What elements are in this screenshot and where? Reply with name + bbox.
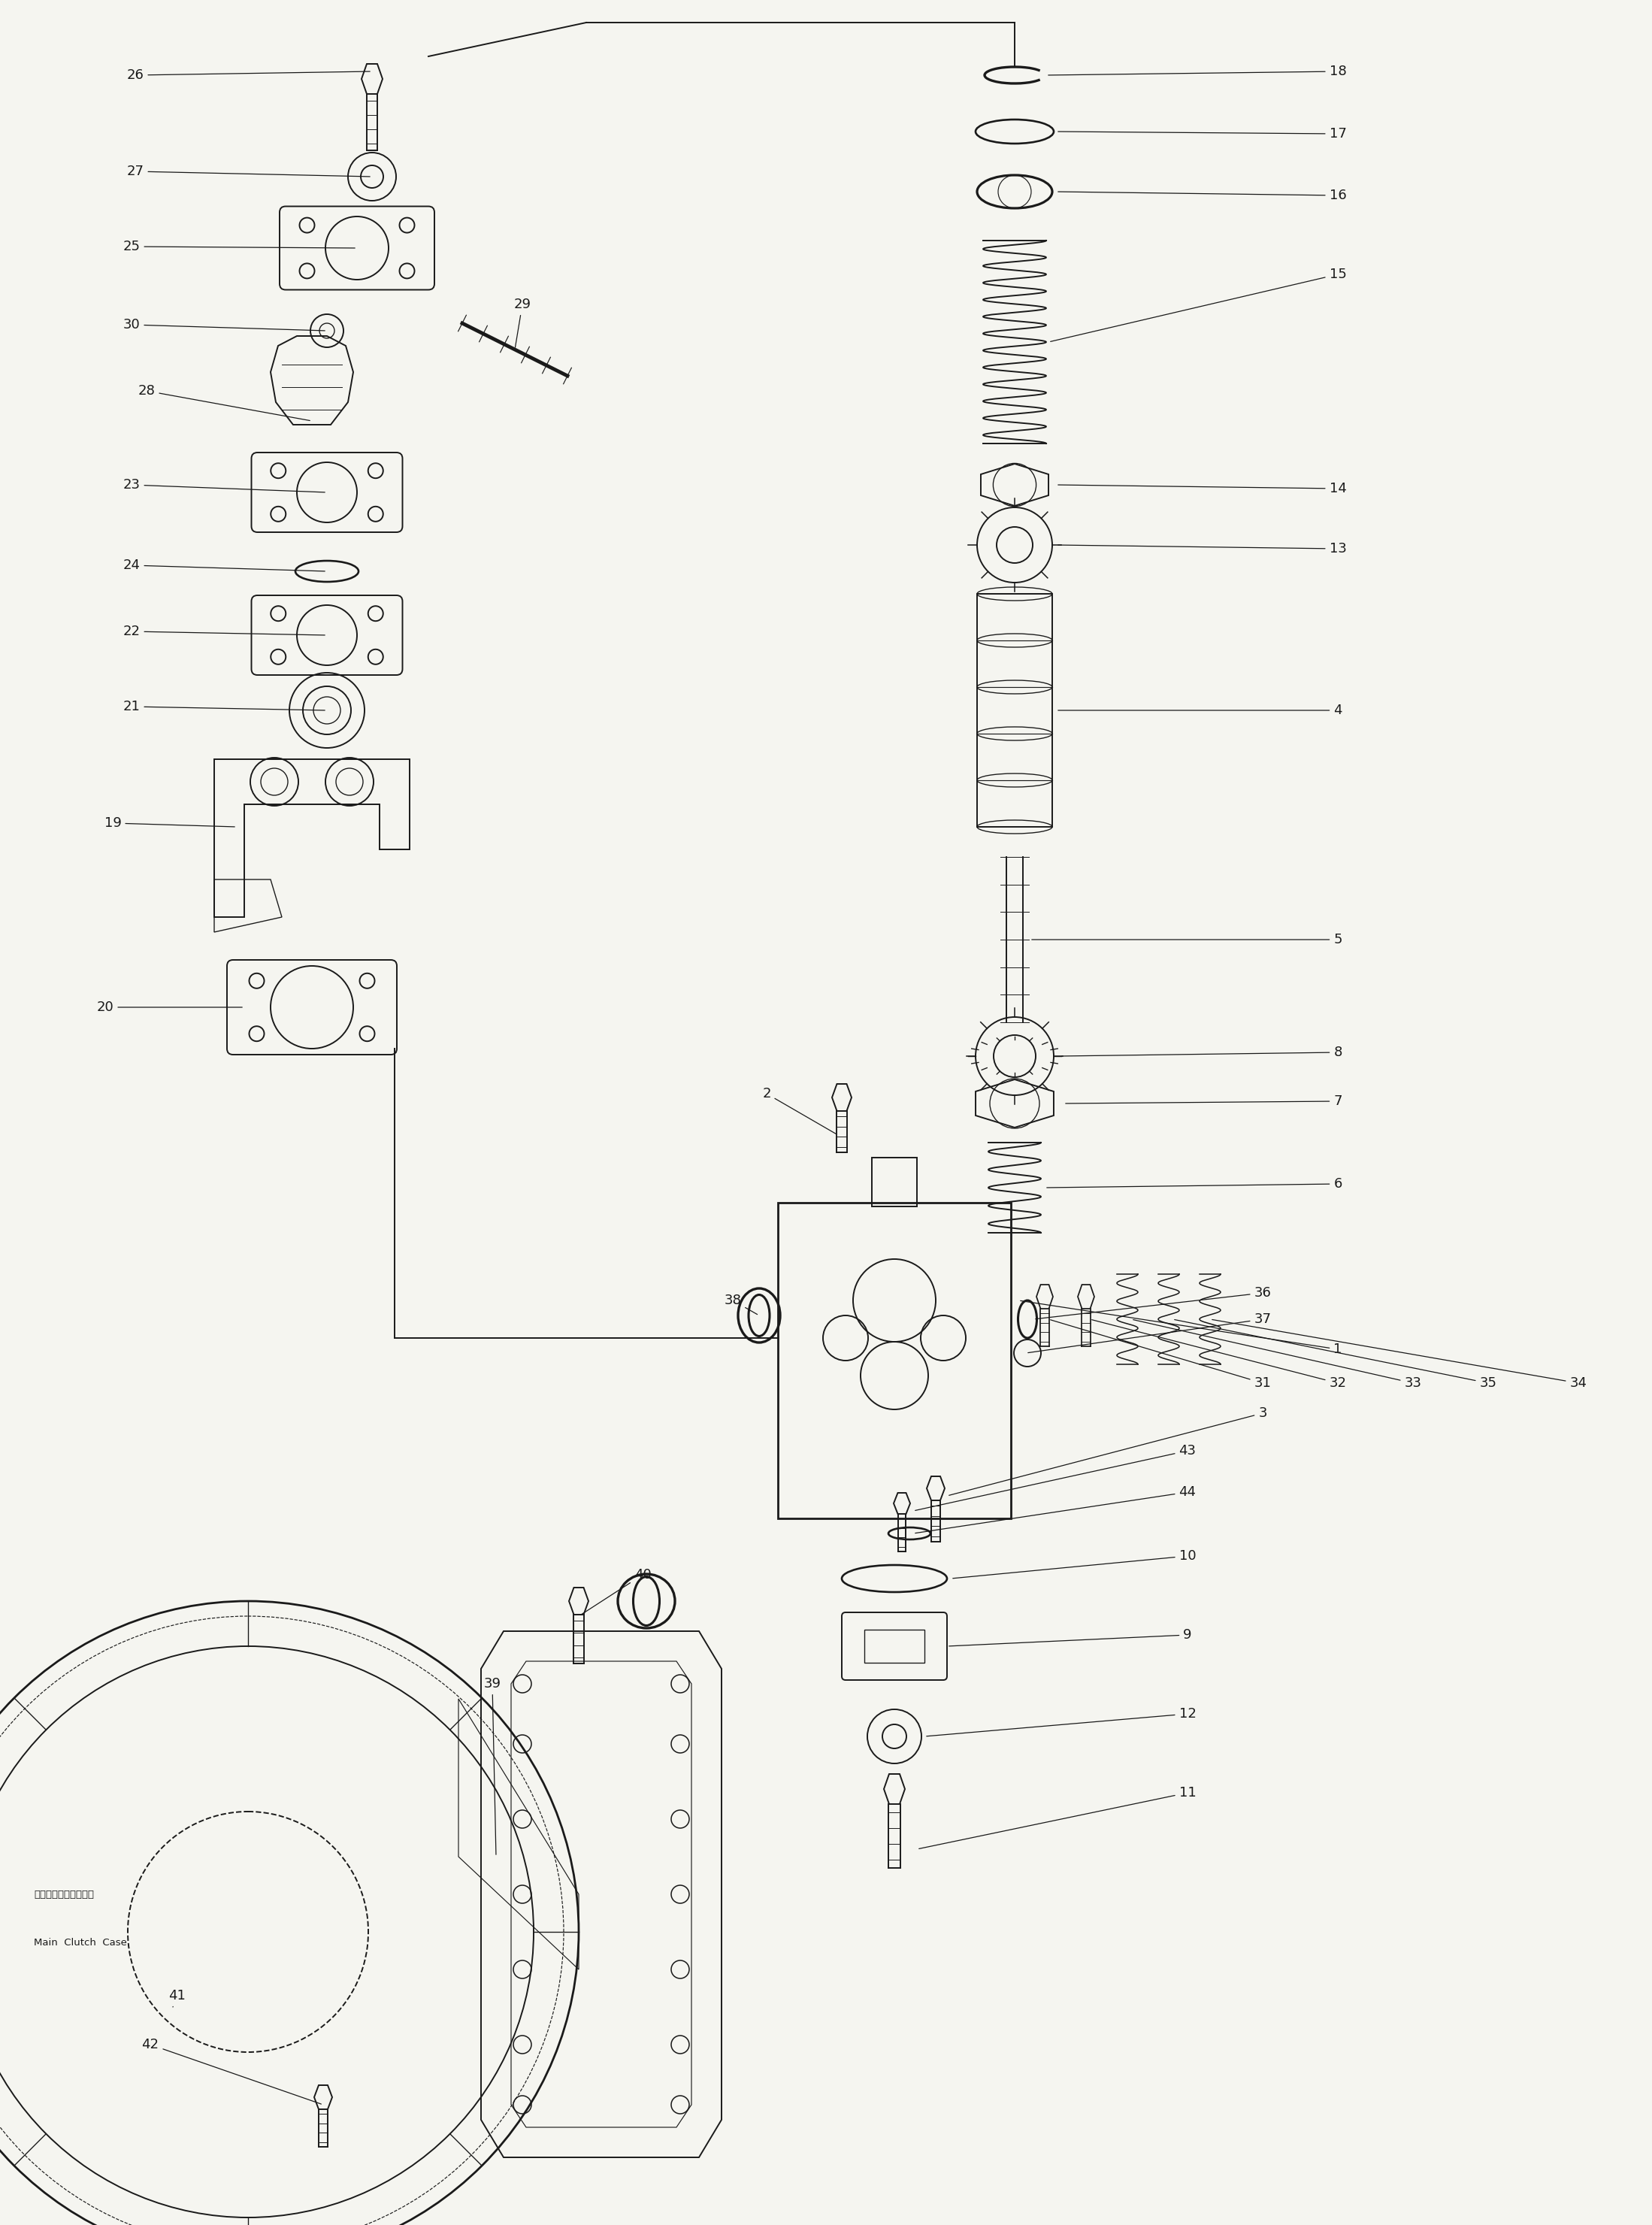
Text: 7: 7 — [1066, 1095, 1341, 1108]
Text: 26: 26 — [127, 69, 370, 82]
Text: 12: 12 — [927, 1707, 1196, 1736]
Text: 21: 21 — [122, 701, 325, 714]
Text: 36: 36 — [1036, 1286, 1272, 1319]
Text: 23: 23 — [122, 478, 325, 492]
Text: 31: 31 — [1051, 1319, 1272, 1391]
Text: 44: 44 — [915, 1486, 1196, 1533]
Text: 19: 19 — [104, 817, 235, 830]
Text: 27: 27 — [127, 165, 370, 178]
Text: 9: 9 — [950, 1629, 1191, 1646]
Bar — [872, 1157, 917, 1206]
Text: 39: 39 — [484, 1678, 501, 1856]
Text: 35: 35 — [1175, 1319, 1497, 1391]
Text: 10: 10 — [953, 1549, 1196, 1578]
Text: 40: 40 — [580, 1569, 651, 1615]
Text: 16: 16 — [1057, 189, 1346, 202]
Text: 29: 29 — [514, 298, 530, 347]
Text: 24: 24 — [122, 558, 325, 572]
Text: 42: 42 — [142, 2038, 320, 2105]
Text: 14: 14 — [1057, 483, 1346, 496]
Text: 41: 41 — [169, 1989, 185, 2007]
Text: 43: 43 — [915, 1444, 1196, 1511]
Text: 20: 20 — [97, 1001, 243, 1015]
Text: 18: 18 — [1049, 65, 1346, 78]
Text: 38: 38 — [724, 1293, 757, 1315]
Text: 13: 13 — [1057, 543, 1346, 556]
Text: 37: 37 — [1028, 1313, 1272, 1353]
Text: 32: 32 — [1092, 1319, 1346, 1391]
Text: 30: 30 — [122, 318, 325, 332]
Text: 3: 3 — [948, 1406, 1267, 1495]
Text: Main  Clutch  Case: Main Clutch Case — [33, 1938, 127, 1949]
Bar — [976, 594, 1052, 828]
Text: 17: 17 — [1057, 127, 1346, 140]
Text: 34: 34 — [1213, 1319, 1588, 1391]
Text: 22: 22 — [122, 625, 325, 639]
Text: 15: 15 — [1051, 267, 1346, 343]
Text: 2: 2 — [762, 1088, 836, 1135]
Text: 6: 6 — [1047, 1177, 1341, 1190]
Text: 11: 11 — [919, 1787, 1196, 1849]
Text: 4: 4 — [1057, 703, 1341, 716]
Text: 5: 5 — [1032, 932, 1341, 946]
Text: 25: 25 — [122, 240, 355, 254]
Text: 1: 1 — [1021, 1302, 1341, 1355]
Text: メインクラッチケース: メインクラッチケース — [33, 1889, 94, 1900]
Text: 8: 8 — [1062, 1046, 1341, 1059]
Text: 28: 28 — [139, 385, 311, 421]
Bar — [778, 1204, 1011, 1517]
Bar — [864, 1629, 925, 1662]
Text: 33: 33 — [1133, 1319, 1422, 1391]
